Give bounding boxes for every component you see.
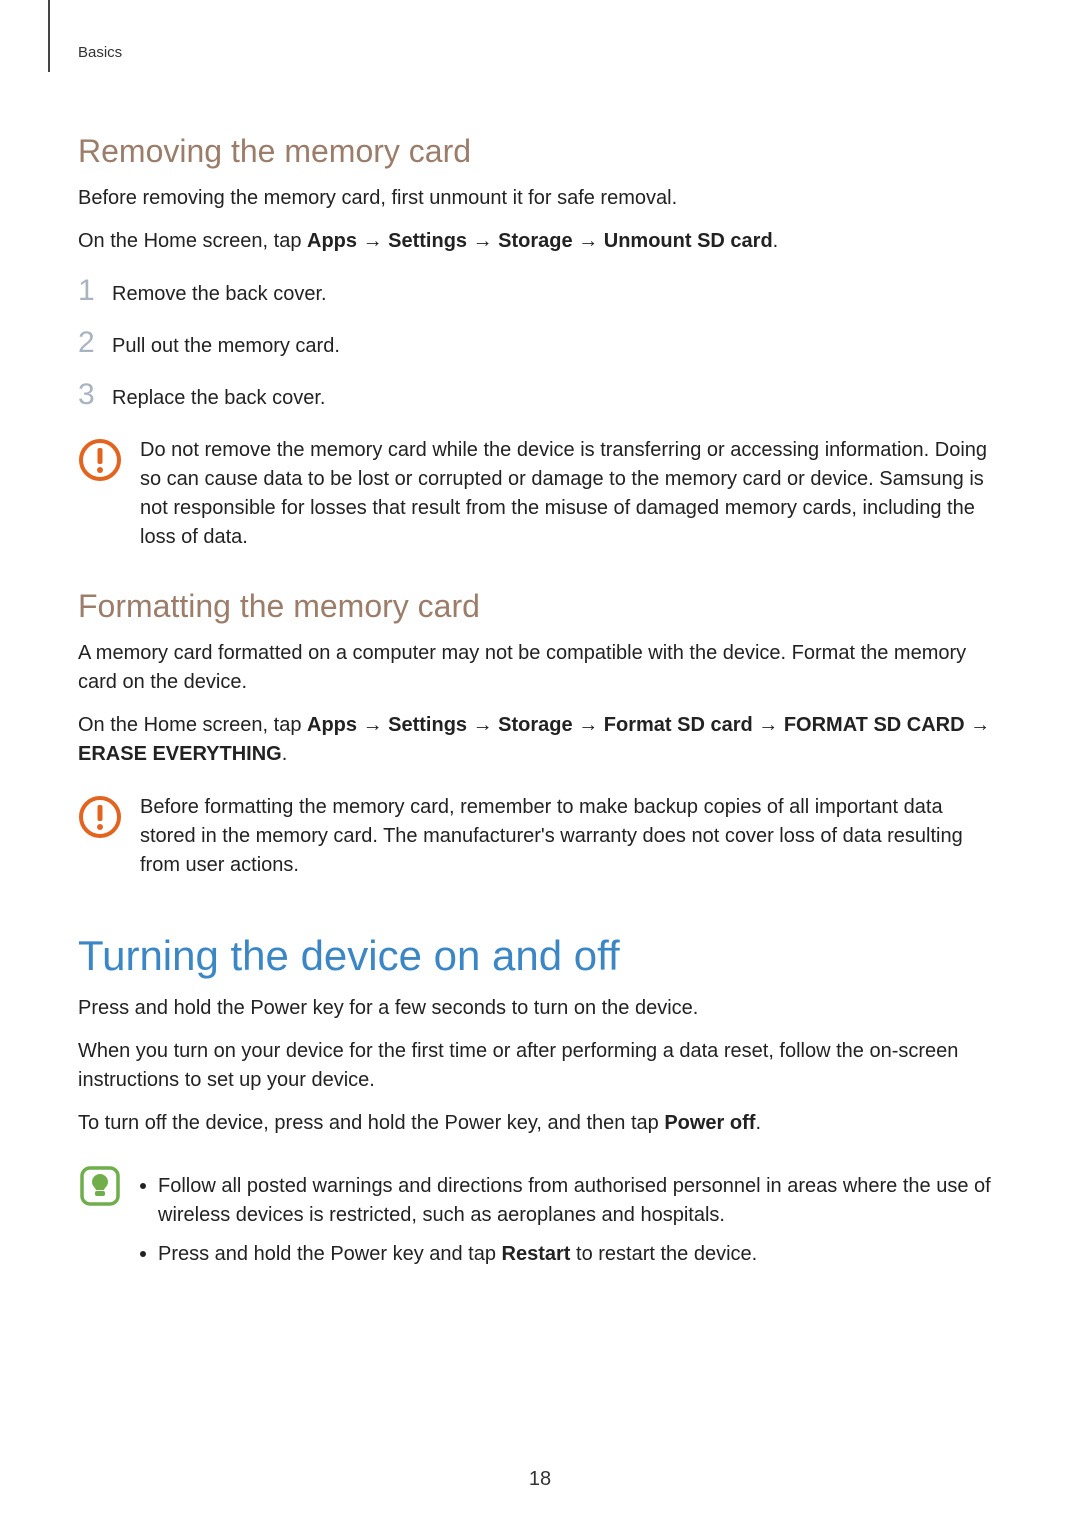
- path-seg: Settings: [388, 230, 467, 252]
- p3-bold: Power off: [664, 1112, 755, 1134]
- warning-text: Do not remove the memory card while the …: [140, 436, 1002, 552]
- header-rule: [48, 0, 50, 72]
- warning-icon: [78, 438, 122, 482]
- page-number: 18: [0, 1468, 1080, 1491]
- path-seg: ERASE EVERYTHING: [78, 743, 282, 765]
- path-seg: Apps: [307, 230, 357, 252]
- heading-removing: Removing the memory card: [78, 133, 1002, 170]
- path-seg: Storage: [498, 230, 572, 252]
- arrow-icon: →: [578, 714, 604, 736]
- step-item: 2Pull out the memory card.: [78, 326, 1002, 360]
- note-text: Press and hold the Power key and tap Res…: [158, 1240, 757, 1269]
- step-item: 3Replace the back cover.: [78, 378, 1002, 412]
- p3-suffix: .: [755, 1112, 761, 1134]
- path-seg: Format SD card: [604, 714, 753, 736]
- arrow-icon: →: [363, 230, 389, 252]
- bullet-icon: [140, 1251, 146, 1257]
- turning-p3: To turn off the device, press and hold t…: [78, 1109, 1002, 1138]
- note-list: Follow all posted warnings and direction…: [140, 1172, 1002, 1269]
- note-body: Follow all posted warnings and direction…: [140, 1162, 1002, 1269]
- step-text: Pull out the memory card.: [112, 335, 340, 358]
- note-icon: [78, 1164, 122, 1208]
- path-seg: FORMAT SD CARD: [784, 714, 965, 736]
- note-item: Press and hold the Power key and tap Res…: [140, 1240, 1002, 1269]
- path-seg: Apps: [307, 714, 357, 736]
- section-label: Basics: [78, 44, 1002, 61]
- step-text: Remove the back cover.: [112, 283, 327, 306]
- warning-text: Before formatting the memory card, remem…: [140, 793, 1002, 880]
- warning-icon: [78, 795, 122, 839]
- removing-warning: Do not remove the memory card while the …: [78, 436, 1002, 552]
- arrow-icon: →: [970, 714, 990, 736]
- path-prefix: On the Home screen, tap: [78, 714, 307, 736]
- arrow-icon: →: [473, 230, 499, 252]
- turning-p1: Press and hold the Power key for a few s…: [78, 994, 1002, 1023]
- formatting-path: On the Home screen, tap Apps → Settings …: [78, 711, 1002, 769]
- path-seg: Settings: [388, 714, 467, 736]
- removing-path: On the Home screen, tap Apps → Settings …: [78, 227, 1002, 256]
- step-text: Replace the back cover.: [112, 387, 325, 410]
- formatting-intro: A memory card formatted on a computer ma…: [78, 639, 1002, 697]
- heading-formatting: Formatting the memory card: [78, 588, 1002, 625]
- removing-steps: 1Remove the back cover. 2Pull out the me…: [78, 274, 1002, 412]
- path-suffix: .: [773, 230, 779, 252]
- note-item: Follow all posted warnings and direction…: [140, 1172, 1002, 1230]
- arrow-icon: →: [758, 714, 784, 736]
- step-number: 3: [78, 378, 112, 412]
- step-number: 2: [78, 326, 112, 360]
- removing-intro: Before removing the memory card, first u…: [78, 184, 1002, 213]
- formatting-warning: Before formatting the memory card, remem…: [78, 793, 1002, 880]
- arrow-icon: →: [363, 714, 389, 736]
- step-number: 1: [78, 274, 112, 308]
- arrow-icon: →: [473, 714, 499, 736]
- arrow-icon: →: [578, 230, 604, 252]
- path-seg: Unmount SD card: [604, 230, 773, 252]
- p3-prefix: To turn off the device, press and hold t…: [78, 1112, 664, 1134]
- bullet-icon: [140, 1183, 146, 1189]
- path-seg: Storage: [498, 714, 572, 736]
- path-suffix: .: [282, 743, 288, 765]
- page: Basics Removing the memory card Before r…: [0, 0, 1080, 1527]
- note-text: Follow all posted warnings and direction…: [158, 1172, 1002, 1230]
- turning-p2: When you turn on your device for the fir…: [78, 1037, 1002, 1095]
- step-item: 1Remove the back cover.: [78, 274, 1002, 308]
- turning-note: Follow all posted warnings and direction…: [78, 1162, 1002, 1269]
- note-bold: Restart: [502, 1243, 571, 1265]
- heading-turning: Turning the device on and off: [78, 932, 1002, 980]
- path-prefix: On the Home screen, tap: [78, 230, 307, 252]
